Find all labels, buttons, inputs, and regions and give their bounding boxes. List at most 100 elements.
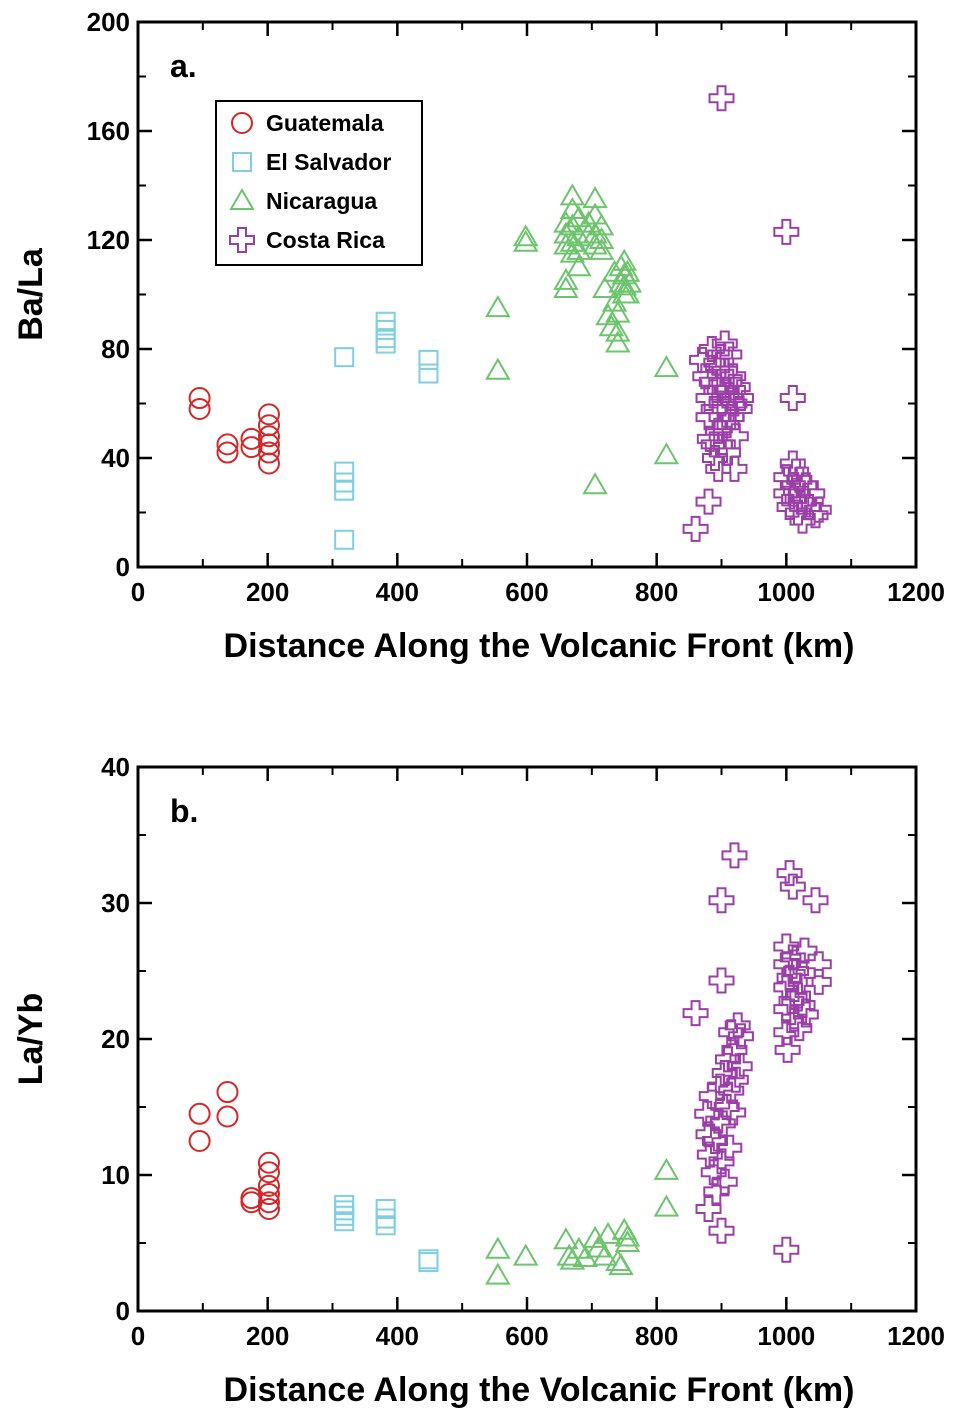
data-point-el-salvador <box>418 363 439 384</box>
data-point-nicaragua <box>592 1243 618 1266</box>
y-tick-label: 30 <box>101 888 130 918</box>
data-point-guatemala <box>257 425 280 448</box>
data-point-guatemala <box>257 403 280 426</box>
data-point-guatemala <box>188 1102 211 1125</box>
x-axis-title: Distance Along the Volcanic Front (km) <box>224 1371 855 1408</box>
data-point-nicaragua <box>614 1230 641 1252</box>
data-point-guatemala <box>257 1191 280 1214</box>
data-point-nicaragua <box>588 213 615 236</box>
data-point-costa-rica <box>689 346 716 373</box>
y-tick-label: 0 <box>116 1296 130 1326</box>
data-point-nicaragua <box>614 281 641 304</box>
data-point-nicaragua <box>611 273 637 296</box>
legend-marker-costa-rica <box>229 227 255 253</box>
data-point-costa-rica <box>724 1012 751 1039</box>
y-tick-label: 80 <box>101 334 130 364</box>
data-point-costa-rica <box>773 218 800 245</box>
data-point-nicaragua <box>575 210 602 233</box>
data-point-costa-rica <box>695 488 722 515</box>
legend-marker-el-salvador <box>232 152 252 172</box>
data-point-nicaragua <box>566 237 592 260</box>
y-tick-label: 120 <box>87 225 130 255</box>
data-point-costa-rica <box>708 85 735 112</box>
data-point-costa-rica <box>718 1019 745 1046</box>
data-point-costa-rica <box>711 1060 738 1086</box>
data-point-nicaragua <box>553 267 579 290</box>
legend-marker-guatemala <box>231 112 253 134</box>
data-point-costa-rica <box>702 1128 729 1154</box>
y-tick-label: 0 <box>116 552 130 582</box>
data-point-costa-rica <box>682 1000 709 1027</box>
data-point-nicaragua <box>608 1253 634 1276</box>
data-point-costa-rica <box>805 968 832 995</box>
y-tick-label: 40 <box>101 752 130 782</box>
data-point-nicaragua <box>559 213 586 236</box>
data-point-nicaragua <box>653 1157 680 1180</box>
x-tick-label: 800 <box>635 1321 678 1351</box>
data-point-costa-rica <box>721 455 748 482</box>
data-point-nicaragua <box>653 442 680 465</box>
data-point-costa-rica <box>692 363 719 390</box>
data-point-nicaragua <box>582 186 608 209</box>
y-tick-label: 20 <box>101 1024 130 1054</box>
data-point-costa-rica <box>726 395 753 422</box>
x-tick-label: 800 <box>635 577 678 607</box>
series-costa-rica <box>682 85 832 542</box>
data-point-el-salvador <box>334 1200 355 1221</box>
series-costa-rica <box>682 842 832 1263</box>
panel-b-la-yb-chart: 0 200 400 600 800 1000 1200 0 10 20 30 40 Distance A… <box>12 752 945 1408</box>
data-point-costa-rica <box>682 515 709 542</box>
data-point-nicaragua <box>611 248 637 271</box>
data-point-nicaragua <box>605 330 631 353</box>
data-point-nicaragua <box>559 240 586 263</box>
data-point-costa-rica <box>776 860 803 887</box>
data-point-guatemala <box>216 1081 239 1104</box>
data-point-nicaragua <box>653 1194 680 1217</box>
data-point-nicaragua <box>595 1221 621 1244</box>
data-point-el-salvador <box>334 461 355 482</box>
data-point-costa-rica <box>786 466 813 493</box>
data-point-costa-rica <box>727 1023 754 1050</box>
data-point-nicaragua <box>614 259 641 282</box>
data-point-el-salvador <box>418 349 439 370</box>
data-point-guatemala <box>188 387 211 410</box>
data-point-costa-rica <box>805 496 832 523</box>
x-tick-label: 1000 <box>757 577 815 607</box>
x-tick-label: 400 <box>376 1321 419 1351</box>
data-point-guatemala <box>216 433 239 456</box>
data-point-el-salvador <box>375 1215 396 1236</box>
data-point-costa-rica <box>722 423 749 450</box>
legend-label-costa-rica: Costa Rica <box>266 227 385 253</box>
data-point-costa-rica <box>720 1099 747 1126</box>
data-point-guatemala <box>257 452 280 475</box>
data-point-costa-rica <box>695 1121 722 1148</box>
data-point-costa-rica <box>779 385 806 412</box>
data-point-nicaragua <box>553 1227 579 1250</box>
x-tick-label: 1200 <box>887 1321 945 1351</box>
data-point-costa-rica <box>727 385 754 412</box>
legend-marker-nicaragua <box>229 188 255 210</box>
data-point-costa-rica <box>789 992 816 1018</box>
data-point-nicaragua <box>595 303 621 326</box>
data-point-nicaragua <box>553 276 579 299</box>
y-axis-title: La/Yb <box>12 993 50 1086</box>
x-tick-label: 200 <box>246 577 289 607</box>
series-nicaragua <box>485 183 680 495</box>
data-point-costa-rica <box>716 1134 743 1161</box>
series-nicaragua <box>485 1157 680 1285</box>
data-point-nicaragua <box>485 295 511 318</box>
data-point-costa-rica <box>802 887 829 914</box>
x-tick-label: 600 <box>505 1321 548 1351</box>
x-tick-label: 0 <box>131 577 145 607</box>
data-point-costa-rica <box>786 1015 813 1042</box>
data-point-nicaragua <box>512 1243 539 1266</box>
legend-label-nicaragua: Nicaragua <box>266 188 377 214</box>
data-point-guatemala <box>257 1198 280 1220</box>
data-point-costa-rica <box>695 1196 722 1222</box>
x-tick-label: 1000 <box>757 1321 815 1351</box>
data-point-costa-rica <box>773 1236 800 1263</box>
y-tick-label: 10 <box>101 1160 130 1190</box>
data-point-costa-rica <box>792 1001 819 1028</box>
data-point-guatemala <box>188 1130 211 1152</box>
series-el-salvador <box>334 311 439 550</box>
